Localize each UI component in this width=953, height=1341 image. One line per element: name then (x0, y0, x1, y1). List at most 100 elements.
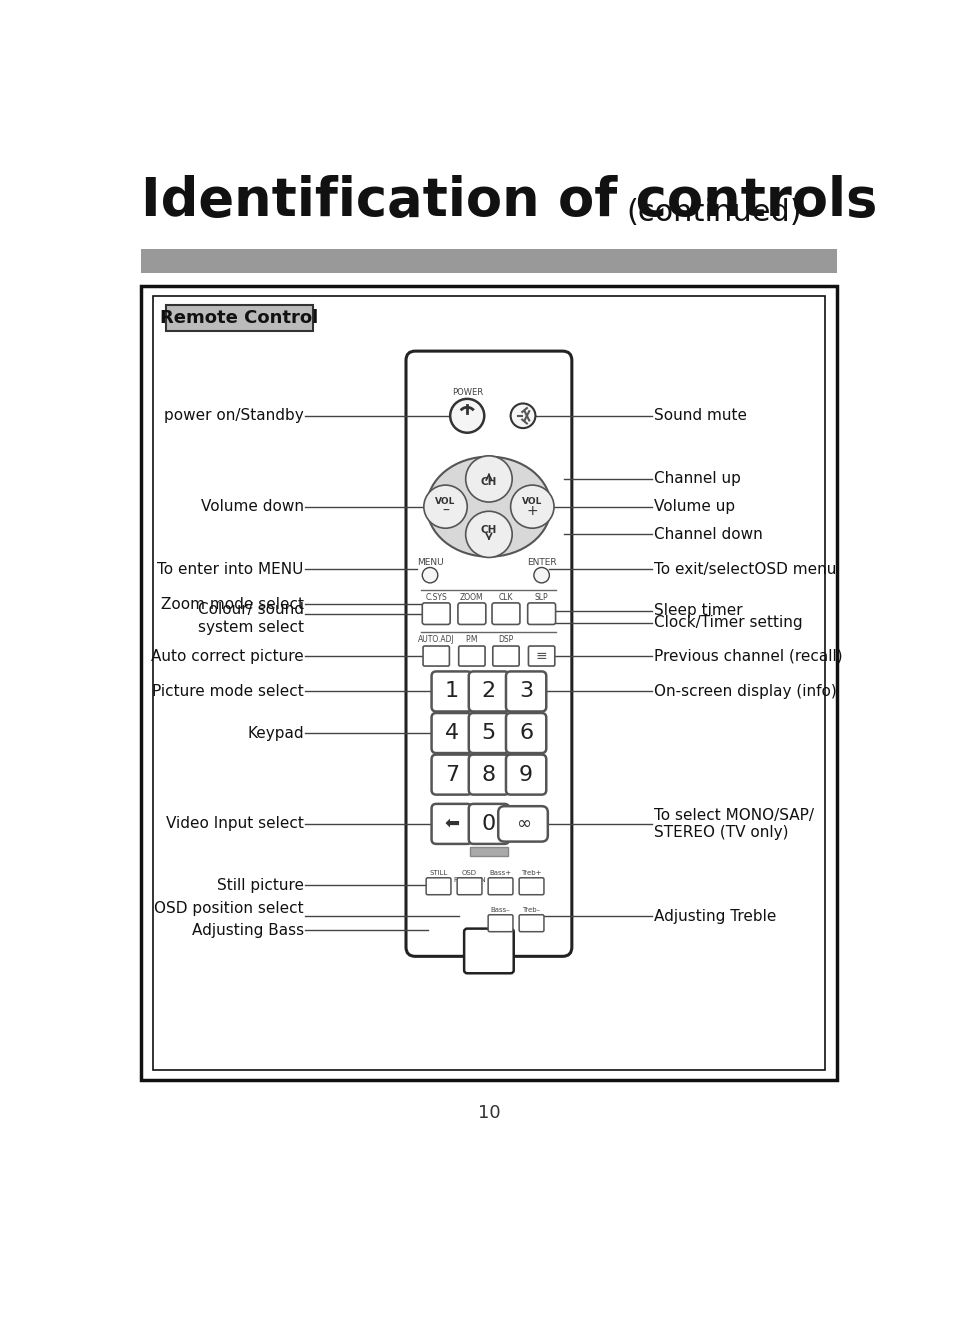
FancyBboxPatch shape (518, 878, 543, 894)
FancyBboxPatch shape (458, 646, 484, 666)
Text: CLK: CLK (498, 593, 513, 602)
FancyBboxPatch shape (528, 646, 555, 666)
Text: 6: 6 (518, 723, 533, 743)
FancyBboxPatch shape (468, 713, 509, 754)
Text: 7: 7 (444, 764, 458, 784)
FancyBboxPatch shape (426, 878, 451, 894)
Text: Sound mute: Sound mute (654, 408, 746, 424)
FancyBboxPatch shape (492, 603, 519, 625)
Text: Keypad: Keypad (247, 725, 303, 740)
Circle shape (423, 485, 467, 528)
FancyBboxPatch shape (493, 646, 518, 666)
FancyBboxPatch shape (470, 848, 507, 857)
Circle shape (510, 404, 535, 428)
Bar (166, 304, 313, 331)
FancyBboxPatch shape (488, 878, 513, 894)
Text: MENU: MENU (416, 558, 443, 567)
FancyBboxPatch shape (457, 603, 485, 625)
Text: Channel up: Channel up (654, 472, 740, 487)
Text: DSP: DSP (497, 636, 513, 645)
Text: ≡: ≡ (536, 649, 547, 662)
Text: Picture mode select: Picture mode select (152, 684, 303, 699)
Text: C.SYS: C.SYS (425, 593, 447, 602)
Text: 8: 8 (481, 764, 496, 784)
Text: 2: 2 (481, 681, 496, 701)
Text: Sleep timer: Sleep timer (654, 603, 741, 618)
Text: Identification of controls: Identification of controls (141, 176, 877, 227)
Circle shape (465, 456, 512, 502)
Circle shape (465, 511, 512, 558)
Text: power on/Standby: power on/Standby (164, 408, 303, 424)
Text: POWER: POWER (451, 388, 482, 397)
FancyBboxPatch shape (431, 713, 472, 754)
Text: Bass–: Bass– (490, 907, 510, 913)
Text: Still picture: Still picture (216, 878, 303, 893)
Text: 0: 0 (481, 814, 496, 834)
Text: Previous channel (recall): Previous channel (recall) (654, 649, 841, 664)
Text: Volume down: Volume down (200, 499, 303, 514)
Circle shape (422, 567, 437, 583)
Text: AUTO.ADJ: AUTO.ADJ (417, 636, 455, 645)
Text: On-screen display (info): On-screen display (info) (654, 684, 836, 699)
Bar (141, 248, 836, 274)
Text: ∞: ∞ (515, 815, 530, 833)
FancyBboxPatch shape (468, 803, 509, 843)
FancyBboxPatch shape (456, 878, 481, 894)
Text: To enter into MENU: To enter into MENU (157, 562, 303, 577)
Text: Bass+: Bass+ (489, 870, 511, 876)
Text: 10: 10 (477, 1104, 499, 1121)
Text: CH: CH (480, 524, 497, 535)
Text: SLP: SLP (535, 593, 548, 602)
Text: Video Input select: Video Input select (166, 817, 303, 831)
Text: Auto correct picture: Auto correct picture (151, 649, 303, 664)
Text: Clock/Timer setting: Clock/Timer setting (654, 616, 801, 630)
Text: VOL: VOL (435, 496, 456, 506)
Text: Volume up: Volume up (654, 499, 735, 514)
FancyBboxPatch shape (505, 713, 546, 754)
Text: CH: CH (480, 477, 497, 487)
Text: 9: 9 (518, 764, 533, 784)
Text: OSD
POSITION: OSD POSITION (453, 870, 485, 882)
Text: VOL: VOL (521, 496, 542, 506)
Text: Channel down: Channel down (654, 527, 762, 542)
Text: Treb–: Treb– (522, 907, 540, 913)
Text: Zoom mode select: Zoom mode select (160, 597, 303, 611)
FancyBboxPatch shape (406, 351, 571, 956)
Circle shape (450, 398, 484, 433)
FancyBboxPatch shape (518, 915, 543, 932)
Bar (141, 287, 836, 1080)
Text: Colour/ sound
system select: Colour/ sound system select (197, 602, 303, 634)
Text: OSD position select: OSD position select (154, 901, 303, 916)
Text: –: – (441, 503, 449, 518)
FancyBboxPatch shape (464, 928, 513, 974)
Text: P.M: P.M (465, 636, 477, 645)
Bar (153, 296, 823, 1070)
FancyBboxPatch shape (422, 603, 450, 625)
FancyBboxPatch shape (497, 806, 547, 842)
Text: To exit/selectOSD menu: To exit/selectOSD menu (654, 562, 836, 577)
Text: 3: 3 (518, 681, 533, 701)
FancyBboxPatch shape (527, 603, 555, 625)
FancyBboxPatch shape (431, 803, 472, 843)
FancyBboxPatch shape (422, 646, 449, 666)
Text: ⬅: ⬅ (444, 815, 458, 833)
FancyBboxPatch shape (468, 672, 509, 712)
FancyBboxPatch shape (505, 755, 546, 795)
Text: 1: 1 (444, 681, 458, 701)
Text: To select MONO/SAP/
STEREO (TV only): To select MONO/SAP/ STEREO (TV only) (654, 807, 813, 839)
Circle shape (534, 567, 549, 583)
FancyBboxPatch shape (431, 672, 472, 712)
FancyBboxPatch shape (431, 755, 472, 795)
FancyBboxPatch shape (468, 755, 509, 795)
FancyBboxPatch shape (505, 672, 546, 712)
Text: Treb+: Treb+ (520, 870, 541, 876)
Text: STILL: STILL (429, 870, 447, 876)
Circle shape (510, 485, 554, 528)
Text: 4: 4 (444, 723, 458, 743)
Text: Adjusting Bass: Adjusting Bass (192, 923, 303, 937)
Text: (continued): (continued) (625, 198, 801, 227)
Text: Remote Control: Remote Control (160, 308, 318, 327)
Text: Adjusting Treble: Adjusting Treble (654, 909, 776, 924)
Ellipse shape (427, 456, 550, 557)
Text: ZOOM: ZOOM (459, 593, 483, 602)
